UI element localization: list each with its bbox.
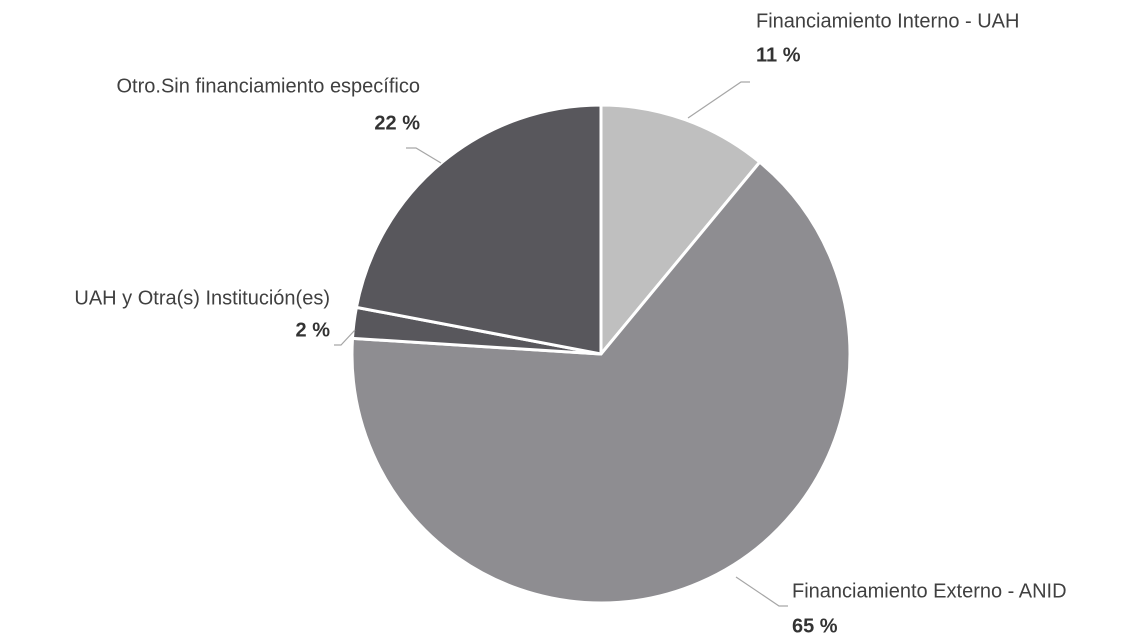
slice-label: Otro.Sin financiamiento específico: [117, 75, 421, 97]
pie-slice: [350, 160, 852, 605]
leader-line: [687, 81, 750, 119]
leader-line: [334, 329, 356, 346]
slice-value-label: 11 %: [756, 44, 801, 66]
slice-value-label: 22 %: [374, 112, 420, 134]
leader-line: [735, 576, 788, 607]
slice-label: UAH y Otra(s) Institución(es): [74, 287, 330, 309]
pie-slice: [599, 103, 762, 356]
slice-label: Financiamiento Interno - UAH: [756, 10, 1019, 32]
slice-value-label: 2 %: [296, 319, 331, 341]
slice-value-label: 65 %: [792, 615, 838, 637]
pie-slice: [354, 103, 603, 356]
leader-line: [406, 147, 442, 164]
slice-label: Financiamiento Externo - ANID: [792, 580, 1067, 602]
